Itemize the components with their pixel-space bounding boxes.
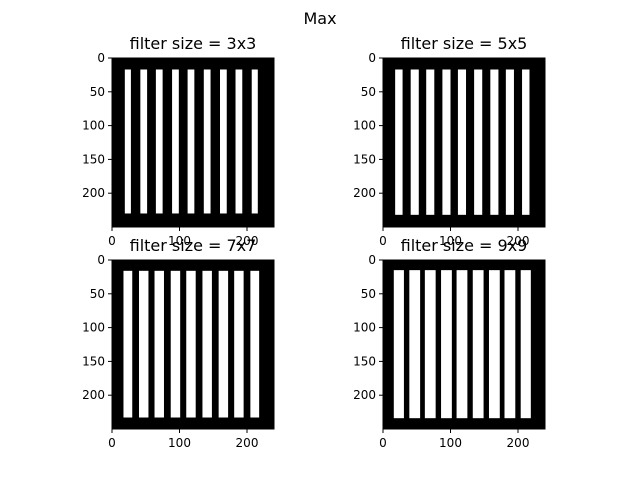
y-tick-label: 200 — [353, 388, 376, 402]
x-tick-label: 100 — [439, 234, 462, 248]
y-tick-label: 0 — [368, 253, 376, 267]
white-stripe — [203, 69, 211, 214]
y-tick-label: 0 — [97, 51, 105, 65]
white-stripe — [251, 69, 258, 214]
y-tick-label: 50 — [90, 85, 105, 99]
figure-title: Max — [303, 9, 336, 28]
y-tick-label: 100 — [82, 321, 105, 335]
subplot-4: filter size = 9x9 0 100 200 0 50 100 150 200 — [353, 236, 546, 450]
white-stripe — [220, 69, 227, 214]
subplot-title: filter size = 3x3 — [130, 34, 257, 53]
y-tick-label: 150 — [353, 152, 376, 166]
y-tick-label: 200 — [82, 388, 105, 402]
white-stripe — [520, 270, 531, 419]
y-tick-label: 100 — [82, 119, 105, 133]
x-tick-label: 200 — [236, 234, 259, 248]
y-tick-label: 100 — [353, 321, 376, 335]
white-stripe — [410, 69, 419, 215]
white-stripe — [172, 69, 179, 214]
white-stripe — [522, 69, 530, 215]
x-tick-label: 200 — [507, 436, 530, 450]
y-tick-label: 200 — [353, 186, 376, 200]
white-stripe — [170, 270, 181, 418]
y-tick-label: 50 — [90, 287, 105, 301]
white-stripe — [124, 69, 131, 214]
white-stripe — [187, 69, 195, 214]
white-stripe — [395, 69, 403, 215]
white-stripe — [490, 69, 499, 215]
white-stripe — [488, 270, 500, 419]
white-stripe — [424, 270, 436, 419]
y-tick-label: 150 — [353, 354, 376, 368]
white-stripe — [186, 270, 196, 418]
white-stripe — [457, 69, 467, 215]
white-stripe — [234, 270, 244, 418]
white-stripe — [250, 270, 260, 418]
subplot-3: filter size = 7x7 0 100 200 0 50 100 150 200 — [82, 236, 275, 450]
y-tick-label: 50 — [361, 287, 376, 301]
white-stripe — [441, 270, 452, 419]
x-tick-label: 100 — [168, 436, 191, 450]
white-stripe — [235, 69, 243, 214]
axes-frame — [382, 259, 546, 430]
x-tick-label: 100 — [439, 436, 462, 450]
white-stripe — [474, 69, 483, 215]
subplot-title: filter size = 7x7 — [130, 236, 257, 255]
x-tick-label: 100 — [168, 234, 191, 248]
x-tick-label: 200 — [236, 436, 259, 450]
white-stripe — [472, 270, 484, 419]
y-tick-label: 150 — [82, 152, 105, 166]
white-stripe — [123, 270, 133, 418]
y-tick-label: 50 — [361, 85, 376, 99]
y-tick-label: 100 — [353, 119, 376, 133]
white-stripe — [155, 69, 163, 214]
white-stripe — [393, 270, 404, 419]
x-tick-label: 0 — [379, 436, 387, 450]
subplot-title: filter size = 9x9 — [401, 236, 528, 255]
white-stripe — [202, 270, 212, 418]
subplot-title: filter size = 5x5 — [401, 34, 528, 53]
subplot-1: filter size = 3x3 0 100 200 0 50 100 150 200 — [82, 34, 275, 248]
y-tick-label: 200 — [82, 186, 105, 200]
axes-frame — [111, 259, 275, 430]
white-stripe — [426, 69, 435, 215]
white-stripe — [442, 69, 451, 215]
x-tick-label: 0 — [379, 234, 387, 248]
x-tick-label: 0 — [108, 234, 116, 248]
y-tick-label: 0 — [368, 51, 376, 65]
y-tick-label: 150 — [82, 354, 105, 368]
y-tick-label: 0 — [97, 253, 105, 267]
white-stripe — [154, 270, 164, 418]
white-stripe — [504, 270, 516, 419]
white-stripe — [456, 270, 468, 419]
axes-frame — [382, 57, 546, 228]
white-stripe — [140, 69, 148, 214]
white-stripe — [505, 69, 514, 215]
subplot-2: filter size = 5x5 0 100 200 0 50 100 150 200 — [353, 34, 546, 248]
white-stripe — [218, 270, 229, 418]
white-stripe — [409, 270, 421, 419]
white-stripe — [139, 270, 149, 418]
x-tick-label: 200 — [507, 234, 530, 248]
x-tick-label: 0 — [108, 436, 116, 450]
axes-frame — [111, 57, 275, 228]
